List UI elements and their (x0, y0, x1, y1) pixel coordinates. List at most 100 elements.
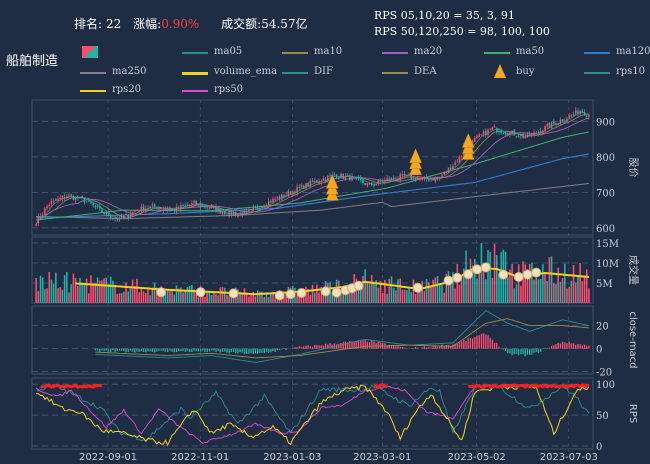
macd-histogram-bar (526, 348, 529, 355)
volume-signal-marker (296, 288, 307, 298)
volume-bar (528, 264, 531, 303)
candle-body (333, 174, 336, 176)
volume-bar (66, 271, 68, 303)
candle-body (491, 127, 494, 131)
candle-body (320, 181, 323, 183)
candle-body (219, 208, 222, 214)
macd-histogram-bar (153, 348, 156, 353)
volume-bar (583, 275, 586, 303)
candle-body (370, 182, 373, 186)
macd-histogram-bar (335, 344, 338, 349)
candle-body (390, 177, 393, 180)
candle-body (223, 211, 226, 215)
volume-bar (487, 250, 489, 303)
volume-bar (559, 281, 562, 303)
macd-histogram-bar (184, 348, 186, 352)
candle-body (392, 177, 395, 180)
y-tick-label: 50 (596, 411, 609, 422)
candle-body (188, 204, 191, 206)
volume-bar (313, 292, 316, 303)
macd-histogram-bar (178, 348, 180, 352)
candle-body (296, 186, 298, 193)
candle-body (487, 129, 489, 135)
candle-body (107, 211, 110, 216)
volume-bar (193, 289, 195, 303)
macd-histogram-bar (344, 341, 347, 349)
macd-histogram-bar (421, 347, 423, 349)
macd-histogram-bar (447, 344, 450, 349)
volume-bar (467, 275, 470, 303)
macd-histogram-bar (263, 348, 265, 354)
candle-body (63, 196, 66, 199)
volume-bar (342, 287, 344, 303)
volume-bar (471, 265, 474, 303)
candle-body (335, 174, 338, 179)
macd-histogram-bar (193, 348, 195, 351)
macd-histogram-bar (210, 348, 213, 351)
volume-bar (274, 297, 276, 303)
volume-bar (94, 283, 97, 303)
y-tick-label: 20 (596, 322, 609, 333)
candle-body (195, 200, 198, 205)
candle-body (243, 211, 246, 215)
candle-body (123, 216, 125, 218)
macd-histogram-bar (557, 342, 559, 349)
candle-body (349, 175, 351, 181)
candle-body (215, 205, 217, 212)
volume-bar (265, 292, 268, 303)
volume-signal-marker (443, 275, 454, 286)
volume-bar (145, 293, 147, 303)
candle-body (550, 122, 553, 129)
candle-body (213, 206, 215, 208)
macd-histogram-bar (515, 348, 518, 354)
macd-histogram-bar (318, 345, 320, 349)
volume-signal-marker (480, 262, 491, 273)
macd-histogram-bar (513, 348, 515, 355)
y-axis-label: close-macd (627, 311, 638, 368)
macd-histogram-bar (377, 341, 379, 349)
candle-body (239, 213, 241, 215)
volume-bar (320, 286, 323, 303)
candle-body (399, 174, 402, 180)
candle-body (401, 174, 404, 176)
volume-bar (561, 277, 564, 303)
candle-body (175, 206, 178, 212)
legend-label: rps10 (616, 66, 646, 77)
candle-body (526, 134, 529, 138)
volume-signal-marker (156, 287, 167, 298)
candle-body (568, 115, 570, 119)
macd-histogram-bar (278, 348, 281, 351)
candle-body (186, 204, 189, 206)
volume-bar (92, 283, 94, 303)
y-axis-label: RPS (627, 404, 638, 423)
rank-readout: 排名: 22 涨幅:0.90% 成交额:54.57亿 (74, 15, 308, 32)
volume-signal-marker (498, 269, 509, 280)
volume-bar (254, 296, 257, 303)
volume-bar (548, 257, 551, 303)
candle-body (276, 197, 279, 199)
macd-histogram-bar (237, 348, 239, 354)
candle-body (55, 199, 57, 201)
y-tick-label: 10M (596, 259, 619, 270)
candle-body (228, 210, 230, 217)
candle-body (498, 131, 500, 133)
macd-histogram-bar (559, 343, 562, 349)
candle-body (318, 181, 320, 184)
volume-bar (322, 291, 325, 303)
volume-bar (362, 275, 364, 303)
volume-bar (550, 256, 553, 303)
legend-label: ma10 (314, 46, 343, 57)
macd-histogram-bar (491, 339, 494, 349)
volume-bar (535, 277, 538, 303)
volume-signal-marker (228, 288, 239, 299)
candle-body (155, 207, 158, 209)
volume-bar (515, 284, 518, 303)
candle-body (535, 132, 538, 134)
candle-body (197, 203, 200, 206)
volume-bar (476, 278, 478, 303)
macd-histogram-bar (535, 348, 537, 353)
macd-histogram-bar (164, 348, 167, 352)
volume-bar (142, 291, 145, 303)
volume-bar (445, 273, 448, 303)
candle-body (570, 114, 573, 117)
